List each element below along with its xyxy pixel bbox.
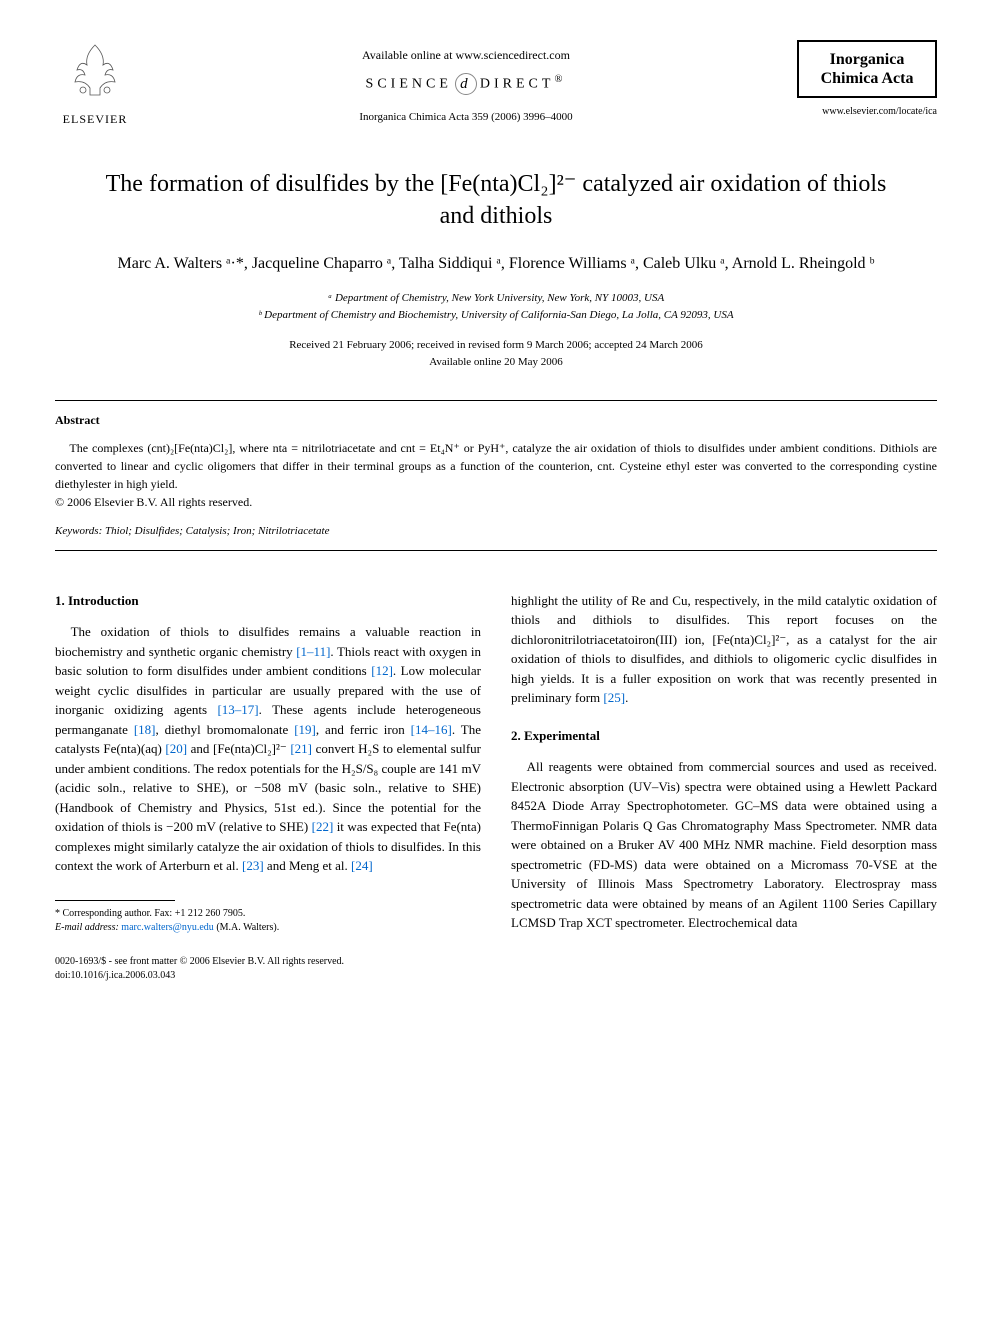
email-link[interactable]: marc.walters@nyu.edu — [121, 922, 214, 933]
science-direct-logo: SCIENCEdDIRECT® — [135, 72, 797, 95]
ref-link-7[interactable]: [20] — [165, 741, 187, 756]
front-matter-line: 0020-1693/$ - see front matter © 2006 El… — [55, 955, 937, 969]
article-title: The formation of disulfides by the [Fe(n… — [95, 168, 897, 233]
keywords-text: Thiol; Disulfides; Catalysis; Iron; Nitr… — [102, 525, 329, 537]
available-online-text: Available online at www.sciencedirect.co… — [135, 46, 797, 64]
keywords-label: Keywords: — [55, 525, 102, 537]
corresponding-author-footnote: * Corresponding author. Fax: +1 212 260 … — [55, 907, 481, 935]
keywords-line: Keywords: Thiol; Disulfides; Catalysis; … — [55, 523, 937, 540]
intro-text-e: , diethyl bromomalonate — [156, 722, 295, 737]
right-column: highlight the utility of Re and Cu, resp… — [511, 591, 937, 935]
received-date: Received 21 February 2006; received in r… — [55, 337, 937, 354]
ref-link-9[interactable]: [22] — [312, 819, 334, 834]
science-direct-word1: SCIENCE — [366, 77, 452, 92]
science-direct-icon: d — [455, 73, 477, 95]
publisher-name: ELSEVIER — [55, 110, 135, 128]
intro-paragraph: The oxidation of thiols to disulfides re… — [55, 622, 481, 876]
abstract-heading: Abstract — [55, 411, 937, 429]
email-line: E-mail address: marc.walters@nyu.edu (M.… — [55, 921, 481, 935]
divider-top — [55, 400, 937, 401]
experimental-heading: 2. Experimental — [511, 726, 937, 746]
doi-line: doi:10.1016/j.ica.2006.03.043 — [55, 969, 937, 983]
intro-text-h: and [Fe(nta)Cl₂]²⁻ — [187, 741, 290, 756]
journal-name-1: Inorganica — [809, 50, 925, 69]
available-date: Available online 20 May 2006 — [55, 354, 937, 371]
affiliations: ᵃ Department of Chemistry, New York Univ… — [55, 290, 937, 323]
experimental-paragraph: All reagents were obtained from commerci… — [511, 757, 937, 933]
science-direct-word2: DIRECT — [480, 77, 555, 92]
affiliation-a: ᵃ Department of Chemistry, New York Univ… — [55, 290, 937, 307]
ref-link-12[interactable]: [25] — [603, 690, 625, 705]
ref-link-11[interactable]: [24] — [351, 858, 373, 873]
corresponding-line: * Corresponding author. Fax: +1 212 260 … — [55, 907, 481, 921]
journal-url: www.elsevier.com/locate/ica — [797, 104, 937, 119]
email-suffix: (M.A. Walters). — [214, 922, 279, 933]
abstract-text: The complexes (cnt)₂[Fe(nta)Cl₂], where … — [55, 439, 937, 493]
journal-name-2: Chimica Acta — [809, 69, 925, 88]
divider-bottom — [55, 550, 937, 551]
elsevier-tree-icon — [65, 40, 125, 100]
ref-link-5[interactable]: [19] — [294, 722, 316, 737]
journal-title-box: Inorganica Chimica Acta — [797, 40, 937, 98]
publisher-logo: ELSEVIER — [55, 40, 135, 128]
intro-heading: 1. Introduction — [55, 591, 481, 611]
footnote-divider — [55, 900, 175, 901]
ref-link-8[interactable]: [21] — [290, 741, 312, 756]
ref-link-4[interactable]: [18] — [134, 722, 156, 737]
intro-text-f: , and ferric iron — [316, 722, 411, 737]
ref-link-6[interactable]: [14–16] — [411, 722, 452, 737]
affiliation-b: ᵇ Department of Chemistry and Biochemist… — [55, 307, 937, 324]
email-label: E-mail address: — [55, 922, 121, 933]
two-column-body: 1. Introduction The oxidation of thiols … — [55, 591, 937, 935]
ref-link-3[interactable]: [13–17] — [217, 702, 258, 717]
ref-link-2[interactable]: [12] — [371, 663, 393, 678]
intro-text-k: and Meng et al. — [264, 858, 351, 873]
ref-link-10[interactable]: [23] — [242, 858, 264, 873]
journal-box-container: Inorganica Chimica Acta www.elsevier.com… — [797, 40, 937, 119]
ref-link-1[interactable]: [1–11] — [296, 644, 330, 659]
intro-col2-b: . — [625, 690, 628, 705]
intro-col2-a: highlight the utility of Re and Cu, resp… — [511, 593, 937, 706]
header-row: ELSEVIER Available online at www.science… — [55, 40, 937, 128]
journal-citation: Inorganica Chimica Acta 359 (2006) 3996–… — [135, 109, 797, 126]
intro-continuation: highlight the utility of Re and Cu, resp… — [511, 591, 937, 708]
bottom-meta: 0020-1693/$ - see front matter © 2006 El… — [55, 955, 937, 983]
abstract-copyright: © 2006 Elsevier B.V. All rights reserved… — [55, 493, 937, 511]
authors-list: Marc A. Walters ᵃ·*, Jacqueline Chaparro… — [55, 252, 937, 276]
article-dates: Received 21 February 2006; received in r… — [55, 337, 937, 370]
left-column: 1. Introduction The oxidation of thiols … — [55, 591, 481, 935]
center-header: Available online at www.sciencedirect.co… — [135, 40, 797, 126]
